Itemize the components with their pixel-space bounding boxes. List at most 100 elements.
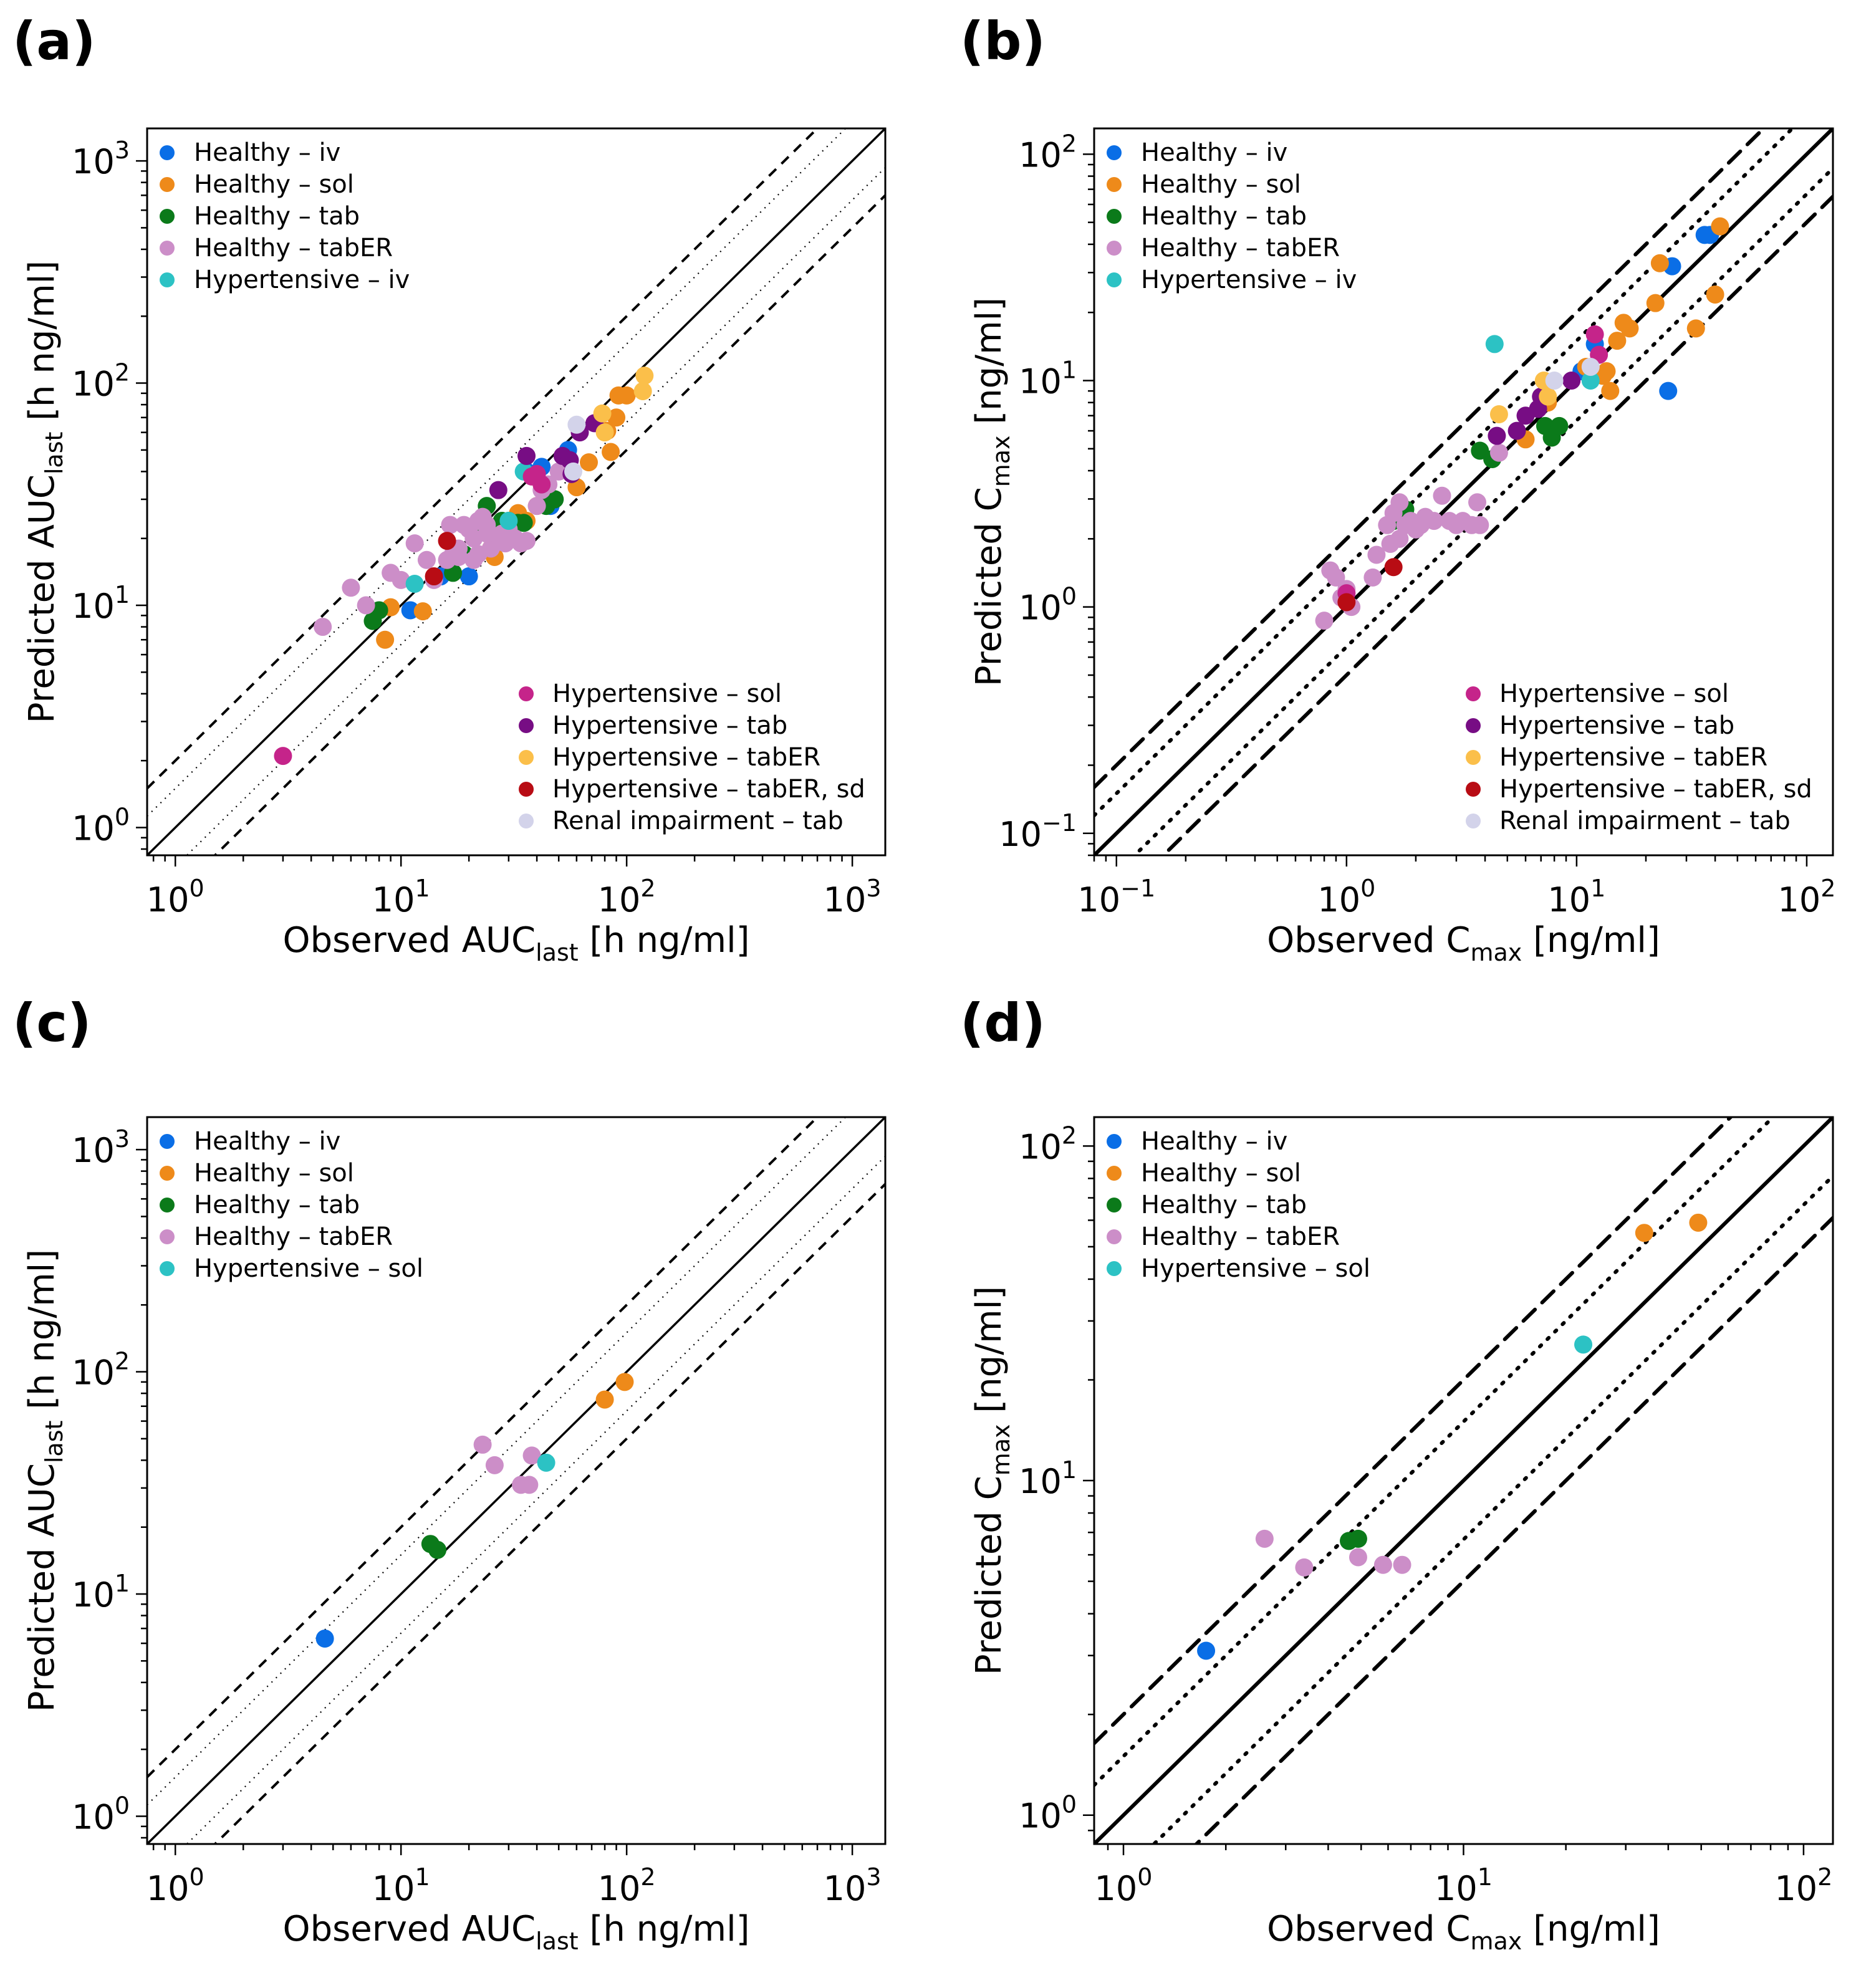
y-tick-label: 101 xyxy=(72,1570,130,1615)
data-point xyxy=(315,1630,334,1648)
legend-label: Hypertensive – tabER xyxy=(552,743,820,772)
x-tick-base: 10 xyxy=(1077,880,1120,920)
data-point xyxy=(405,574,424,593)
upper-1.5-fold-line xyxy=(147,128,847,817)
data-point xyxy=(1539,387,1557,406)
y-tick-base: 10 xyxy=(72,1131,115,1170)
legend-label: Hypertensive – sol xyxy=(194,1254,423,1283)
legend-label: Healthy – iv xyxy=(1141,138,1287,167)
y-axis-label-subscript: max xyxy=(988,1424,1015,1476)
legend-label: Healthy – tab xyxy=(1141,1191,1307,1219)
legend-label: Healthy – iv xyxy=(194,1127,340,1156)
y-tick-exponent: 3 xyxy=(115,1125,130,1153)
plot-frame xyxy=(146,127,887,857)
y-axis-label-main: Predicted C xyxy=(969,1476,1009,1675)
y-tick-base: 10 xyxy=(72,1353,115,1393)
data-point xyxy=(342,579,360,597)
lower-2-fold-line xyxy=(1193,1216,1833,1844)
data-point xyxy=(1574,1335,1593,1354)
legend-label: Hypertensive – sol xyxy=(552,679,782,708)
y-tick-base: 10 xyxy=(1019,362,1062,401)
data-point xyxy=(459,567,478,586)
data-point xyxy=(1711,217,1729,236)
data-point xyxy=(1468,493,1487,512)
legend-marker xyxy=(1107,177,1122,192)
axis-ticks xyxy=(136,160,853,867)
y-tick-base: 10 xyxy=(72,142,115,181)
legend-marker xyxy=(160,1261,175,1276)
data-point xyxy=(522,1446,541,1465)
plot-frame xyxy=(1093,127,1834,857)
y-tick-exponent: 1 xyxy=(115,1570,130,1597)
legend-marker xyxy=(1107,209,1122,224)
lower-2-fold-line xyxy=(213,194,885,855)
legend-bottom: Hypertensive – sol Hypertensive – tab Hype… xyxy=(519,679,865,835)
data-point xyxy=(1337,593,1356,612)
x-axis-label-unit: [ng/ml] xyxy=(1522,1909,1660,1949)
y-axis-label-unit: [h ng/ml] xyxy=(22,261,62,432)
data-point xyxy=(527,497,546,516)
data-point xyxy=(405,534,424,553)
x-tick-exponent: 0 xyxy=(189,875,204,902)
data-point xyxy=(1471,516,1489,534)
legend-marker xyxy=(1107,1261,1122,1276)
data-point xyxy=(478,524,496,543)
x-axis-label-subscript: last xyxy=(536,1928,579,1955)
y-axis-label-main: Predicted C xyxy=(969,487,1009,686)
data-point xyxy=(1381,534,1400,553)
legend-label: Healthy – tabER xyxy=(194,234,393,262)
upper-1.5-fold-line xyxy=(147,1117,847,1806)
x-tick-exponent: 1 xyxy=(1590,875,1605,902)
legend-label: Healthy – sol xyxy=(1141,170,1301,199)
y-tick-exponent: 2 xyxy=(115,1348,130,1375)
data-point xyxy=(1646,294,1665,312)
data-point xyxy=(546,490,564,509)
legend-marker xyxy=(1466,686,1481,701)
x-tick-base: 10 xyxy=(1095,1869,1138,1908)
y-tick-label: 100 xyxy=(1019,1791,1077,1836)
data-point xyxy=(425,567,443,586)
data-points xyxy=(274,367,654,766)
data-point xyxy=(567,415,586,434)
legend-marker xyxy=(160,241,175,256)
data-point xyxy=(1367,545,1386,564)
identity-line xyxy=(1094,128,1833,855)
x-tick-label: 102 xyxy=(598,875,656,920)
upper-1.5-fold-line xyxy=(1094,1117,1776,1787)
x-tick-base: 10 xyxy=(1547,880,1590,920)
x-tick-exponent: 1 xyxy=(415,1863,430,1891)
y-tick-exponent: 1 xyxy=(115,581,130,608)
y-axis-label-main: Predicted AUC xyxy=(22,1463,62,1712)
y-tick-label: 100 xyxy=(1019,583,1077,628)
panel-label: (a) xyxy=(12,11,95,72)
legend-marker xyxy=(1107,1166,1122,1181)
y-tick-label: 101 xyxy=(1019,1456,1077,1501)
legend-label: Hypertensive – tabER, sd xyxy=(1499,775,1812,804)
x-tick-label: 102 xyxy=(1774,1863,1832,1908)
legend-marker xyxy=(519,782,534,797)
legend-label: Healthy – iv xyxy=(194,138,340,167)
legend-label: Hypertensive – iv xyxy=(194,266,410,294)
x-tick-label: 102 xyxy=(598,1863,656,1908)
y-tick-exponent: 2 xyxy=(115,359,130,387)
x-tick-label: 100 xyxy=(1095,1863,1153,1908)
data-point xyxy=(1327,568,1345,587)
data-point xyxy=(617,386,636,405)
y-tick-base: 10 xyxy=(72,365,115,404)
y-tick-label: 10−1 xyxy=(999,809,1077,854)
data-point xyxy=(537,1453,555,1472)
y-axis-label-subscript: last xyxy=(41,432,68,475)
legend-marker xyxy=(519,814,534,828)
data-point xyxy=(1488,426,1506,445)
x-axis-label: Observed Cmax [ng/ml] xyxy=(1267,1909,1660,1955)
legend-label: Hypertensive – tabER xyxy=(1499,743,1767,772)
legend-top: Healthy – iv Healthy – sol Healthy – tab He… xyxy=(1107,1127,1370,1283)
data-point xyxy=(1706,285,1724,304)
lower-2-fold-line xyxy=(213,1183,885,1844)
legend-bottom: Hypertensive – sol Hypertensive – tab Hype… xyxy=(1466,679,1812,835)
legend-marker xyxy=(1466,718,1481,733)
x-tick-exponent: 0 xyxy=(189,1863,204,1891)
legend-label: Healthy – sol xyxy=(1141,1159,1301,1188)
x-axis-label-main: Observed C xyxy=(1267,1909,1470,1949)
